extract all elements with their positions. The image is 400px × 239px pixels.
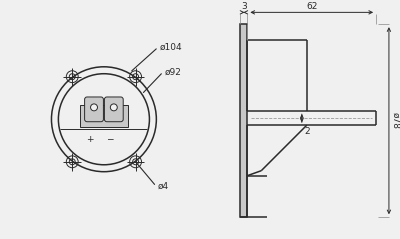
Circle shape — [110, 104, 117, 111]
Text: 62: 62 — [306, 2, 318, 11]
Text: ø104: ø104 — [159, 43, 182, 51]
Text: −: − — [106, 135, 114, 144]
Text: +: + — [86, 135, 94, 144]
Text: 2: 2 — [304, 127, 310, 136]
Text: ø78: ø78 — [391, 112, 400, 129]
Circle shape — [90, 104, 98, 111]
Bar — [240, 24, 248, 217]
FancyBboxPatch shape — [85, 97, 104, 122]
Text: 3: 3 — [241, 2, 247, 11]
Text: ø4: ø4 — [157, 182, 168, 191]
FancyBboxPatch shape — [104, 97, 123, 122]
Text: ø92: ø92 — [164, 67, 181, 76]
Bar — [80, 105, 128, 127]
